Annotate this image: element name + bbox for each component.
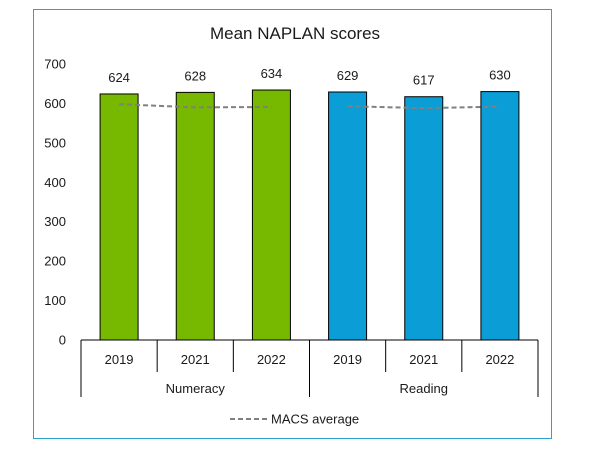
y-tick-label-500: 500: [44, 135, 66, 150]
y-tick-label-100: 100: [44, 293, 66, 308]
group-label-numeracy: Numeracy: [166, 381, 226, 396]
data-label-numeracy-2021: 628: [184, 68, 206, 83]
data-label-numeracy-2019: 624: [108, 70, 130, 85]
bar-reading-2021: [404, 96, 444, 341]
y-tick-label-600: 600: [44, 96, 66, 111]
y-tick-label-700: 700: [44, 57, 66, 72]
y-tick-label-400: 400: [44, 175, 66, 190]
legend-layer: MACS average: [230, 412, 359, 427]
bar-layer: [99, 89, 520, 341]
y-tick-label-0: 0: [59, 333, 66, 348]
bar-numeracy-2021: [175, 91, 215, 341]
y-tick-label-200: 200: [44, 254, 66, 269]
chart-title: Mean NAPLAN scores: [210, 24, 380, 43]
x-tick-label-numeracy-2021: 2021: [181, 352, 210, 367]
macs-average-line-reading: [347, 105, 500, 110]
y-tick-label-300: 300: [44, 214, 66, 229]
bar-numeracy-2022: [251, 89, 291, 341]
bar-reading-2022: [480, 91, 520, 341]
x-tick-label-reading-2022: 2022: [485, 352, 514, 367]
line-layer: [119, 103, 500, 110]
x-tick-label-numeracy-2022: 2022: [257, 352, 286, 367]
data-label-reading-2022: 630: [489, 68, 511, 83]
group-label-reading: Reading: [400, 381, 448, 396]
macs-average-line-numeracy: [119, 103, 272, 109]
data-label-reading-2019: 629: [337, 68, 359, 83]
legend-label-macs-average: MACS average: [271, 412, 359, 427]
bar-reading-2019: [328, 91, 368, 341]
x-tick-label-reading-2019: 2019: [333, 352, 362, 367]
x-tick-label-numeracy-2019: 2019: [105, 352, 134, 367]
bar-numeracy-2019: [99, 93, 139, 341]
data-label-reading-2021: 617: [413, 73, 435, 88]
data-label-numeracy-2022: 634: [261, 66, 283, 81]
axis-layer: 0 100 200 300 400 500 600 700: [44, 57, 539, 397]
label-layer: 624 2019 628 2021 634 2022 629 2019 617 2021 630 20…: [105, 66, 515, 396]
x-tick-label-reading-2021: 2021: [409, 352, 438, 367]
